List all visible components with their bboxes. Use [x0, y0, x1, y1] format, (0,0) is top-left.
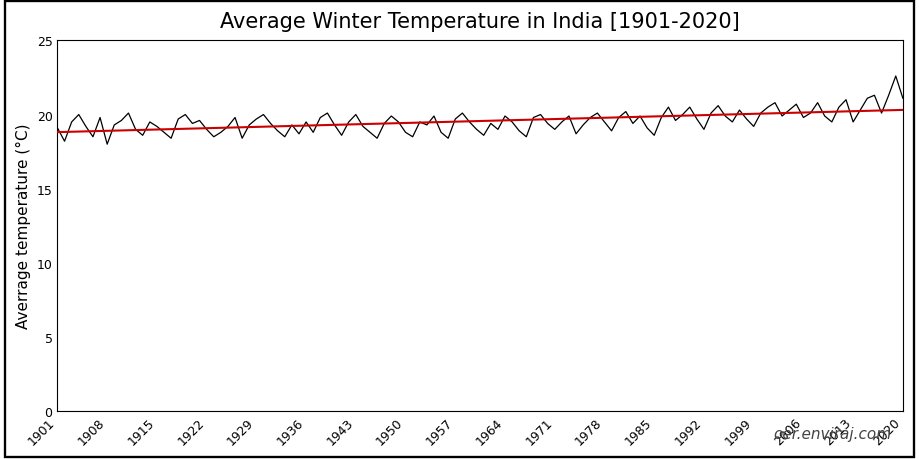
Title: Average Winter Temperature in India [1901-2020]: Average Winter Temperature in India [190…	[221, 11, 740, 32]
Y-axis label: Averrage temperature (°C): Averrage temperature (°C)	[17, 123, 31, 329]
Text: oer.enviraj.com: oer.enviraj.com	[773, 425, 891, 441]
